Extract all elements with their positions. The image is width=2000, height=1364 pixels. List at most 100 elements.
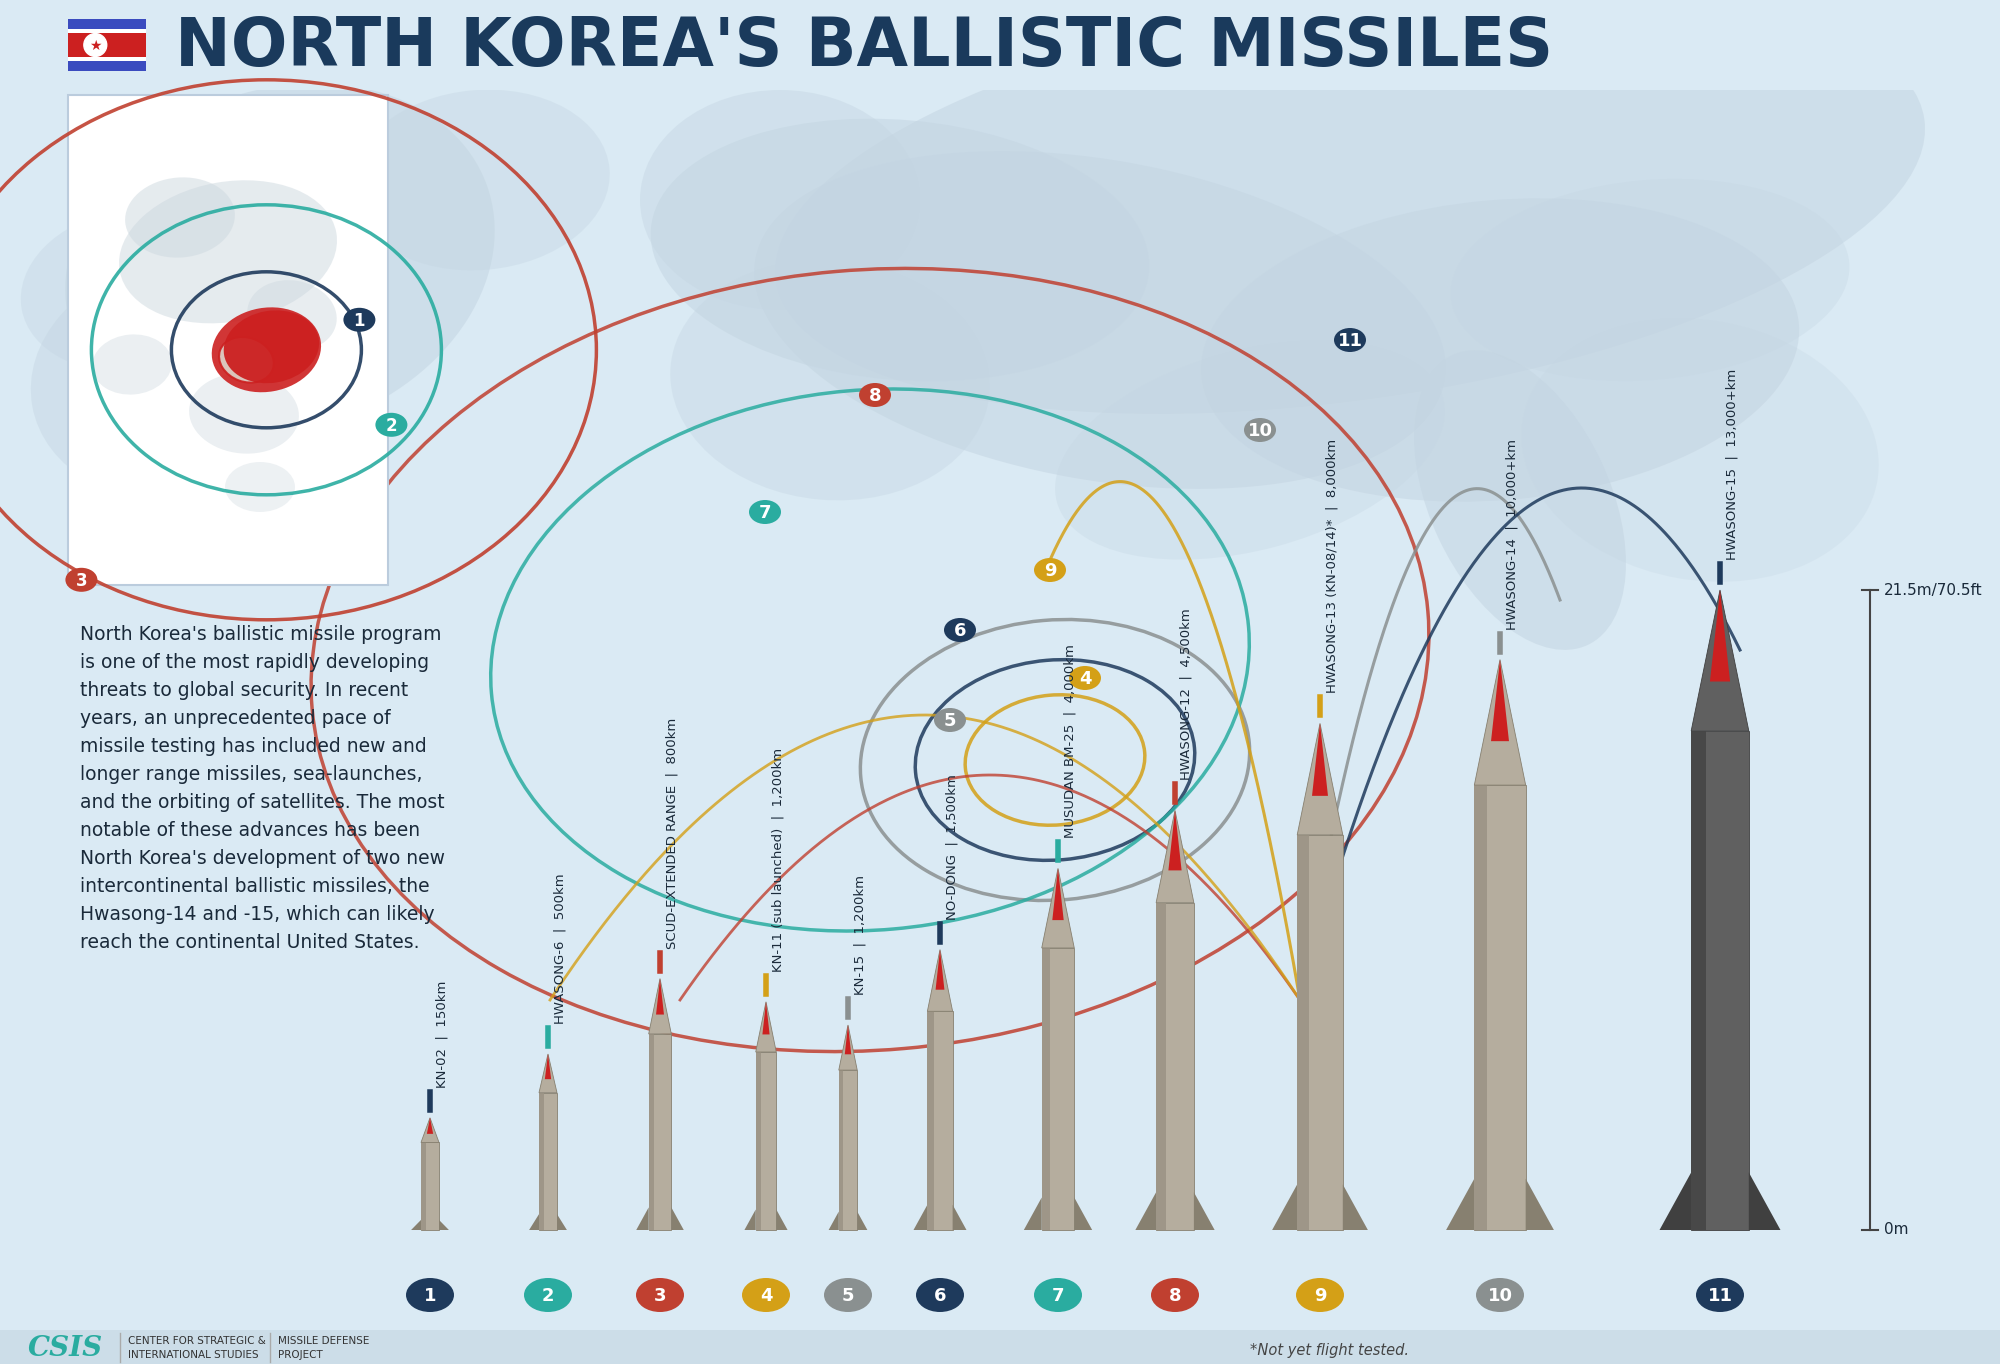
- Ellipse shape: [636, 1278, 684, 1312]
- Ellipse shape: [754, 151, 1446, 488]
- Text: 11: 11: [1338, 331, 1362, 351]
- Polygon shape: [756, 1001, 776, 1052]
- Text: SCUD-EXTENDED RANGE  |  800km: SCUD-EXTENDED RANGE | 800km: [664, 717, 678, 948]
- Ellipse shape: [224, 462, 296, 512]
- Text: HWASONG-15  |  13,000+km: HWASONG-15 | 13,000+km: [1724, 368, 1738, 561]
- Polygon shape: [1710, 591, 1730, 682]
- Text: MUSUDAN BM-25  |  4,000km: MUSUDAN BM-25 | 4,000km: [1064, 645, 1076, 839]
- FancyBboxPatch shape: [1474, 786, 1488, 1230]
- Ellipse shape: [742, 1278, 790, 1312]
- Ellipse shape: [406, 1278, 454, 1312]
- Ellipse shape: [824, 1278, 872, 1312]
- FancyBboxPatch shape: [0, 1330, 2000, 1364]
- Polygon shape: [656, 978, 664, 1015]
- Polygon shape: [440, 1219, 448, 1230]
- FancyBboxPatch shape: [1474, 786, 1526, 1230]
- Polygon shape: [1492, 660, 1508, 741]
- Polygon shape: [928, 949, 952, 1011]
- Ellipse shape: [1414, 351, 1626, 649]
- FancyBboxPatch shape: [1042, 948, 1050, 1230]
- Polygon shape: [1136, 1192, 1156, 1230]
- Polygon shape: [858, 1211, 868, 1230]
- FancyBboxPatch shape: [68, 31, 146, 59]
- Ellipse shape: [190, 374, 298, 454]
- FancyBboxPatch shape: [0, 0, 2000, 90]
- Ellipse shape: [524, 1278, 572, 1312]
- Ellipse shape: [640, 90, 920, 310]
- Ellipse shape: [376, 413, 408, 436]
- Text: KN-15  |  1,200km: KN-15 | 1,200km: [852, 874, 866, 994]
- Text: 2: 2: [386, 417, 398, 435]
- Polygon shape: [1074, 1198, 1092, 1230]
- Ellipse shape: [1696, 1278, 1744, 1312]
- Text: 10: 10: [1488, 1288, 1512, 1305]
- FancyBboxPatch shape: [756, 1052, 760, 1230]
- FancyBboxPatch shape: [648, 1034, 654, 1230]
- Text: 11: 11: [1708, 1288, 1732, 1305]
- Polygon shape: [1342, 1184, 1368, 1230]
- FancyBboxPatch shape: [68, 19, 146, 29]
- Text: 3: 3: [76, 572, 88, 589]
- Ellipse shape: [774, 0, 1926, 413]
- Text: 7: 7: [1052, 1288, 1064, 1305]
- FancyBboxPatch shape: [928, 1011, 934, 1230]
- Polygon shape: [1748, 1173, 1780, 1230]
- Ellipse shape: [1450, 179, 1850, 381]
- Polygon shape: [1194, 1192, 1214, 1230]
- Polygon shape: [544, 1054, 552, 1079]
- Polygon shape: [1024, 1198, 1042, 1230]
- Polygon shape: [1526, 1178, 1554, 1230]
- Ellipse shape: [934, 708, 966, 732]
- Ellipse shape: [1056, 341, 1444, 559]
- Text: HWASONG-6  |  500km: HWASONG-6 | 500km: [552, 873, 566, 1024]
- FancyBboxPatch shape: [68, 29, 146, 33]
- Polygon shape: [1474, 660, 1526, 786]
- Text: 4: 4: [760, 1288, 772, 1305]
- Text: HWASONG-14  |  10,000+km: HWASONG-14 | 10,000+km: [1506, 439, 1518, 630]
- Text: 6: 6: [934, 1288, 946, 1305]
- Ellipse shape: [1476, 1278, 1524, 1312]
- Text: 8: 8: [1168, 1288, 1182, 1305]
- FancyBboxPatch shape: [1692, 731, 1706, 1230]
- Text: 4: 4: [1078, 670, 1092, 687]
- Text: 21.5m/70.5ft: 21.5m/70.5ft: [1884, 582, 1982, 597]
- Text: 8: 8: [868, 387, 882, 405]
- Text: 5: 5: [944, 712, 956, 730]
- Polygon shape: [412, 1219, 420, 1230]
- Polygon shape: [420, 1118, 440, 1143]
- Polygon shape: [828, 1211, 838, 1230]
- FancyBboxPatch shape: [420, 1143, 426, 1230]
- Polygon shape: [1168, 810, 1182, 870]
- Text: 3: 3: [654, 1288, 666, 1305]
- Ellipse shape: [248, 280, 336, 351]
- Text: NO-DONG  |  1,500km: NO-DONG | 1,500km: [946, 773, 958, 919]
- FancyBboxPatch shape: [68, 61, 146, 71]
- Polygon shape: [1312, 723, 1328, 795]
- FancyBboxPatch shape: [838, 1071, 858, 1230]
- Circle shape: [84, 34, 106, 56]
- Polygon shape: [1052, 869, 1064, 921]
- Ellipse shape: [66, 567, 98, 592]
- Ellipse shape: [350, 90, 610, 270]
- Ellipse shape: [66, 83, 494, 436]
- Ellipse shape: [1296, 1278, 1344, 1312]
- Text: 9: 9: [1314, 1288, 1326, 1305]
- Polygon shape: [936, 949, 944, 990]
- Ellipse shape: [1034, 1278, 1082, 1312]
- Ellipse shape: [344, 308, 376, 331]
- FancyBboxPatch shape: [1298, 835, 1308, 1230]
- Text: 6: 6: [954, 622, 966, 640]
- Ellipse shape: [20, 209, 240, 371]
- Text: 2: 2: [542, 1288, 554, 1305]
- Ellipse shape: [748, 501, 780, 524]
- Polygon shape: [1660, 1173, 1692, 1230]
- Polygon shape: [1042, 869, 1074, 948]
- Text: MISSILE DEFENSE
PROJECT: MISSILE DEFENSE PROJECT: [278, 1335, 370, 1360]
- Text: 10: 10: [1248, 421, 1272, 441]
- FancyBboxPatch shape: [838, 1071, 844, 1230]
- Ellipse shape: [1152, 1278, 1200, 1312]
- Ellipse shape: [1334, 327, 1366, 352]
- Ellipse shape: [670, 259, 990, 501]
- Polygon shape: [1446, 1178, 1474, 1230]
- Polygon shape: [744, 1210, 756, 1230]
